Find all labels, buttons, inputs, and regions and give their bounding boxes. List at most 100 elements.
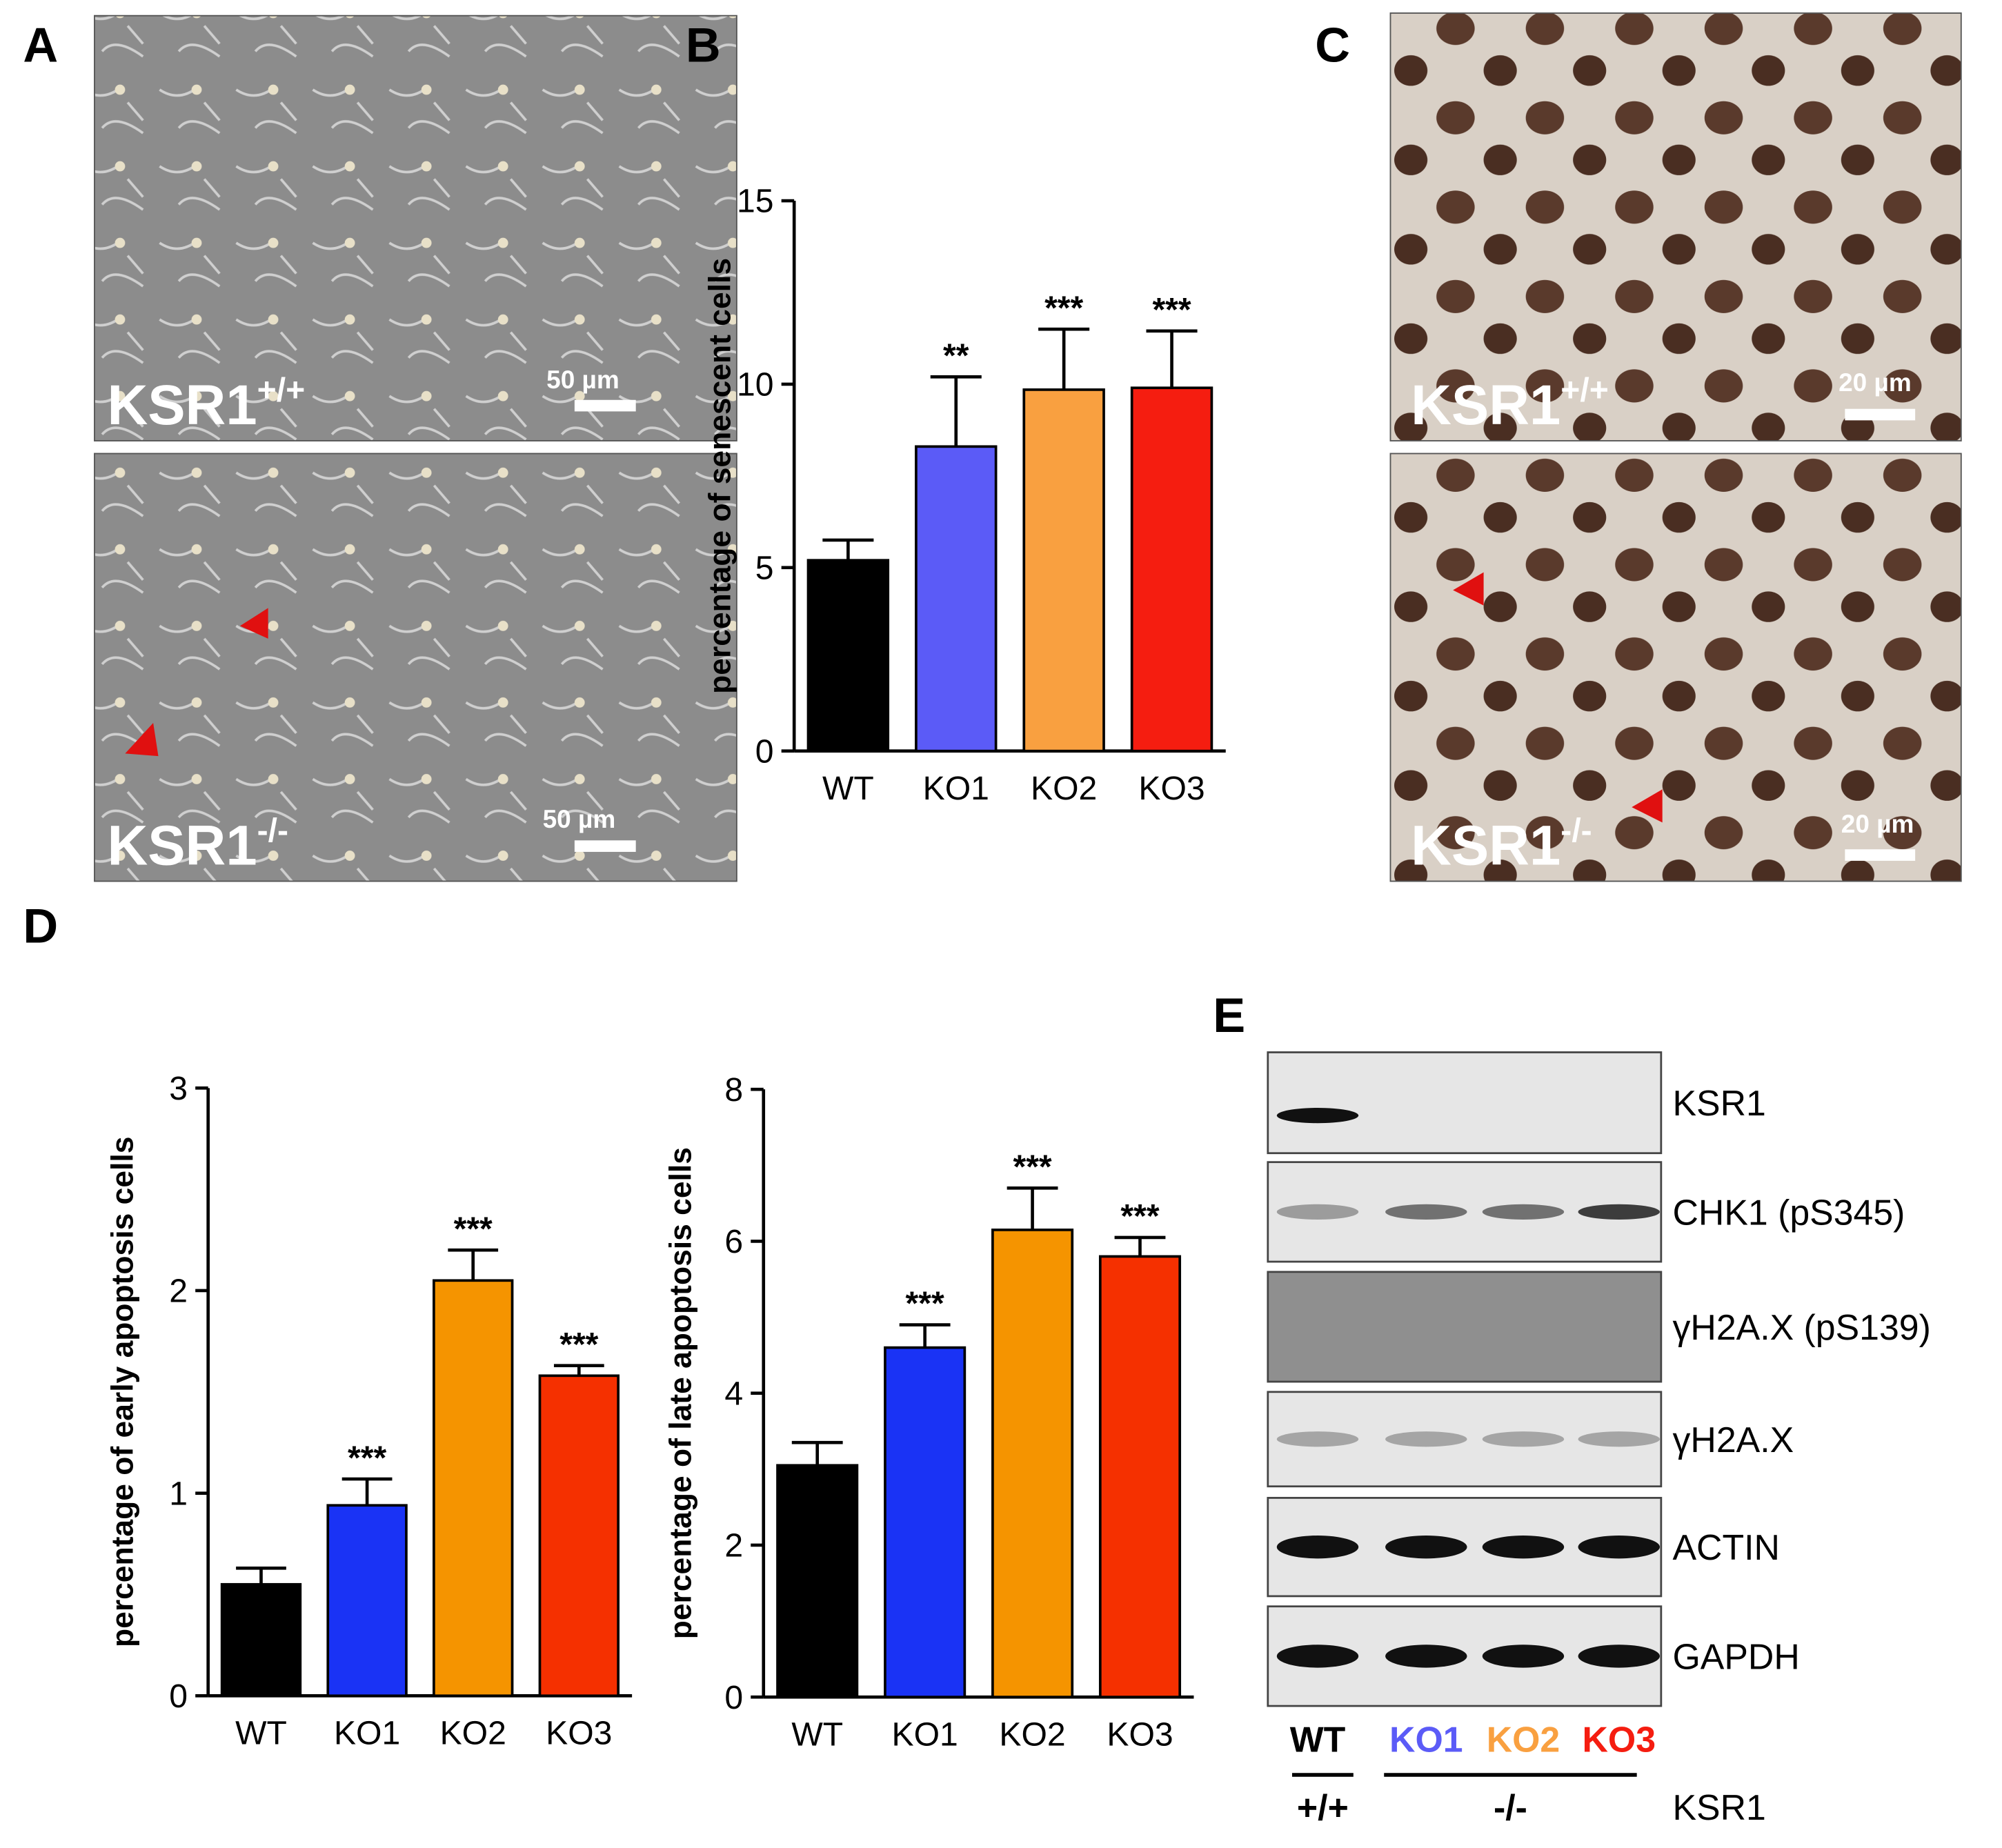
bar xyxy=(220,1582,302,1698)
gene-name: KSR1 xyxy=(1411,374,1560,437)
bar xyxy=(538,1374,620,1698)
genotype-label: KSR1+/+ xyxy=(107,372,305,437)
panel-c xyxy=(1389,12,1962,882)
x-tick-label: KO1 xyxy=(334,1715,400,1752)
blot-row-label: ACTIN xyxy=(1673,1527,1780,1567)
bar xyxy=(991,1229,1074,1698)
y-tick-label: 5 xyxy=(755,549,774,586)
scale-label: 20 µm xyxy=(1841,809,1914,838)
x-tick-label: KO1 xyxy=(892,1716,958,1753)
y-tick-label: 2 xyxy=(169,1273,188,1310)
genotype-label: KSR1-/- xyxy=(1411,812,1592,877)
blot-band xyxy=(1385,1204,1467,1220)
blot-row-label: GAPDH xyxy=(1673,1636,1800,1676)
significance-label: *** xyxy=(1044,289,1083,326)
scale-bar xyxy=(1845,408,1916,421)
blot-row-label: γH2A.X (pS139) xyxy=(1673,1307,1931,1347)
y-tick-label: 0 xyxy=(724,1679,743,1716)
bar xyxy=(806,559,890,753)
x-tick-label: KO3 xyxy=(1107,1716,1173,1753)
scale-bar xyxy=(574,399,636,412)
genotype-label: -/- xyxy=(1494,1787,1527,1827)
panel-letter: A xyxy=(23,17,58,72)
blot-band xyxy=(1385,1536,1467,1559)
micrograph xyxy=(94,14,737,441)
y-axis-label: percentage of late apoptosis cells xyxy=(664,1147,697,1639)
micrograph xyxy=(1389,453,1962,882)
panel-letter: E xyxy=(1213,988,1245,1042)
blot-band xyxy=(1276,1536,1359,1559)
significance-label: *** xyxy=(1120,1198,1159,1235)
arrowhead xyxy=(125,608,268,757)
significance-label: ** xyxy=(943,337,969,374)
x-tick-label: WT xyxy=(791,1716,843,1753)
bar xyxy=(326,1504,408,1698)
genotype: -/- xyxy=(1560,812,1592,849)
micrograph xyxy=(1389,12,1962,441)
y-tick-label: 10 xyxy=(737,366,774,404)
significance-label: *** xyxy=(906,1285,944,1322)
blot-row-label: CHK1 (pS345) xyxy=(1673,1192,1905,1232)
scale-bar xyxy=(1845,849,1916,861)
bar xyxy=(1130,386,1213,753)
blot-band xyxy=(1578,1536,1660,1559)
genotype: +/+ xyxy=(257,372,306,409)
y-tick-label: 0 xyxy=(169,1678,188,1715)
bar xyxy=(915,445,998,753)
bar-chart: 0 1 2 3 percentage of early apoptosis cells W… xyxy=(106,1070,633,1752)
micrograph xyxy=(94,453,737,882)
y-tick-label: 4 xyxy=(724,1375,743,1412)
bar-chart: 0 2 4 6 8 percentage of late apoptosis cells W… xyxy=(664,1071,1194,1753)
blot-band xyxy=(1385,1645,1467,1668)
significance-label: *** xyxy=(1152,291,1191,328)
blot-row-label: γH2A.X xyxy=(1673,1420,1794,1460)
y-tick-label: 15 xyxy=(737,183,774,220)
blot-band xyxy=(1482,1204,1565,1220)
blot-strip xyxy=(1267,1051,1663,1155)
scale-label: 50 µm xyxy=(543,804,616,833)
scale-label: 20 µm xyxy=(1839,368,1912,397)
blot-strip xyxy=(1267,1271,1663,1383)
x-tick-label: KO2 xyxy=(1031,770,1097,807)
gene-name: KSR1 xyxy=(1411,814,1560,877)
panel-letter: D xyxy=(23,898,58,953)
y-tick-label: 0 xyxy=(755,733,774,770)
blot-band xyxy=(1385,1431,1467,1447)
blot-band xyxy=(1578,1645,1660,1668)
arrowhead xyxy=(1453,572,1663,823)
x-tick-label: KO2 xyxy=(999,1716,1065,1753)
y-axis-label: percentage of early apoptosis cells xyxy=(106,1137,139,1647)
significance-label: *** xyxy=(559,1326,598,1363)
panel-letter: B xyxy=(686,17,721,72)
x-tick-label: KO1 xyxy=(923,770,989,807)
lane-label: KO1 xyxy=(1389,1720,1463,1760)
y-tick-label: 3 xyxy=(169,1070,188,1107)
genotype: -/- xyxy=(257,812,288,849)
blot-band xyxy=(1578,1431,1660,1447)
bar xyxy=(433,1279,514,1698)
bar xyxy=(1022,388,1105,753)
x-tick-label: KO3 xyxy=(546,1715,612,1752)
significance-label: *** xyxy=(348,1439,386,1476)
y-tick-label: 1 xyxy=(169,1475,188,1512)
x-tick-label: WT xyxy=(235,1715,287,1752)
blot-band xyxy=(1276,1431,1359,1447)
scale-bar xyxy=(574,840,636,852)
x-tick-label: KO2 xyxy=(440,1715,506,1752)
lane-label: KO2 xyxy=(1487,1720,1560,1760)
blot-band xyxy=(1482,1431,1565,1447)
blot-band xyxy=(1276,1645,1359,1668)
blot-band xyxy=(1276,1204,1359,1220)
blot-row-label: KSR1 xyxy=(1673,1083,1766,1123)
lane-label: WT xyxy=(1290,1720,1346,1760)
blot-band xyxy=(1578,1204,1660,1220)
bar-chart: 0 5 10 15 percentage of senescent cells WT KO1… xyxy=(704,183,1226,807)
y-tick-label: 2 xyxy=(724,1527,743,1564)
genotype-gene: KSR1 xyxy=(1673,1787,1766,1827)
blot-strip xyxy=(1267,1391,1663,1488)
bar xyxy=(884,1346,967,1698)
lane-label: KO3 xyxy=(1582,1720,1656,1760)
bar xyxy=(776,1464,859,1698)
